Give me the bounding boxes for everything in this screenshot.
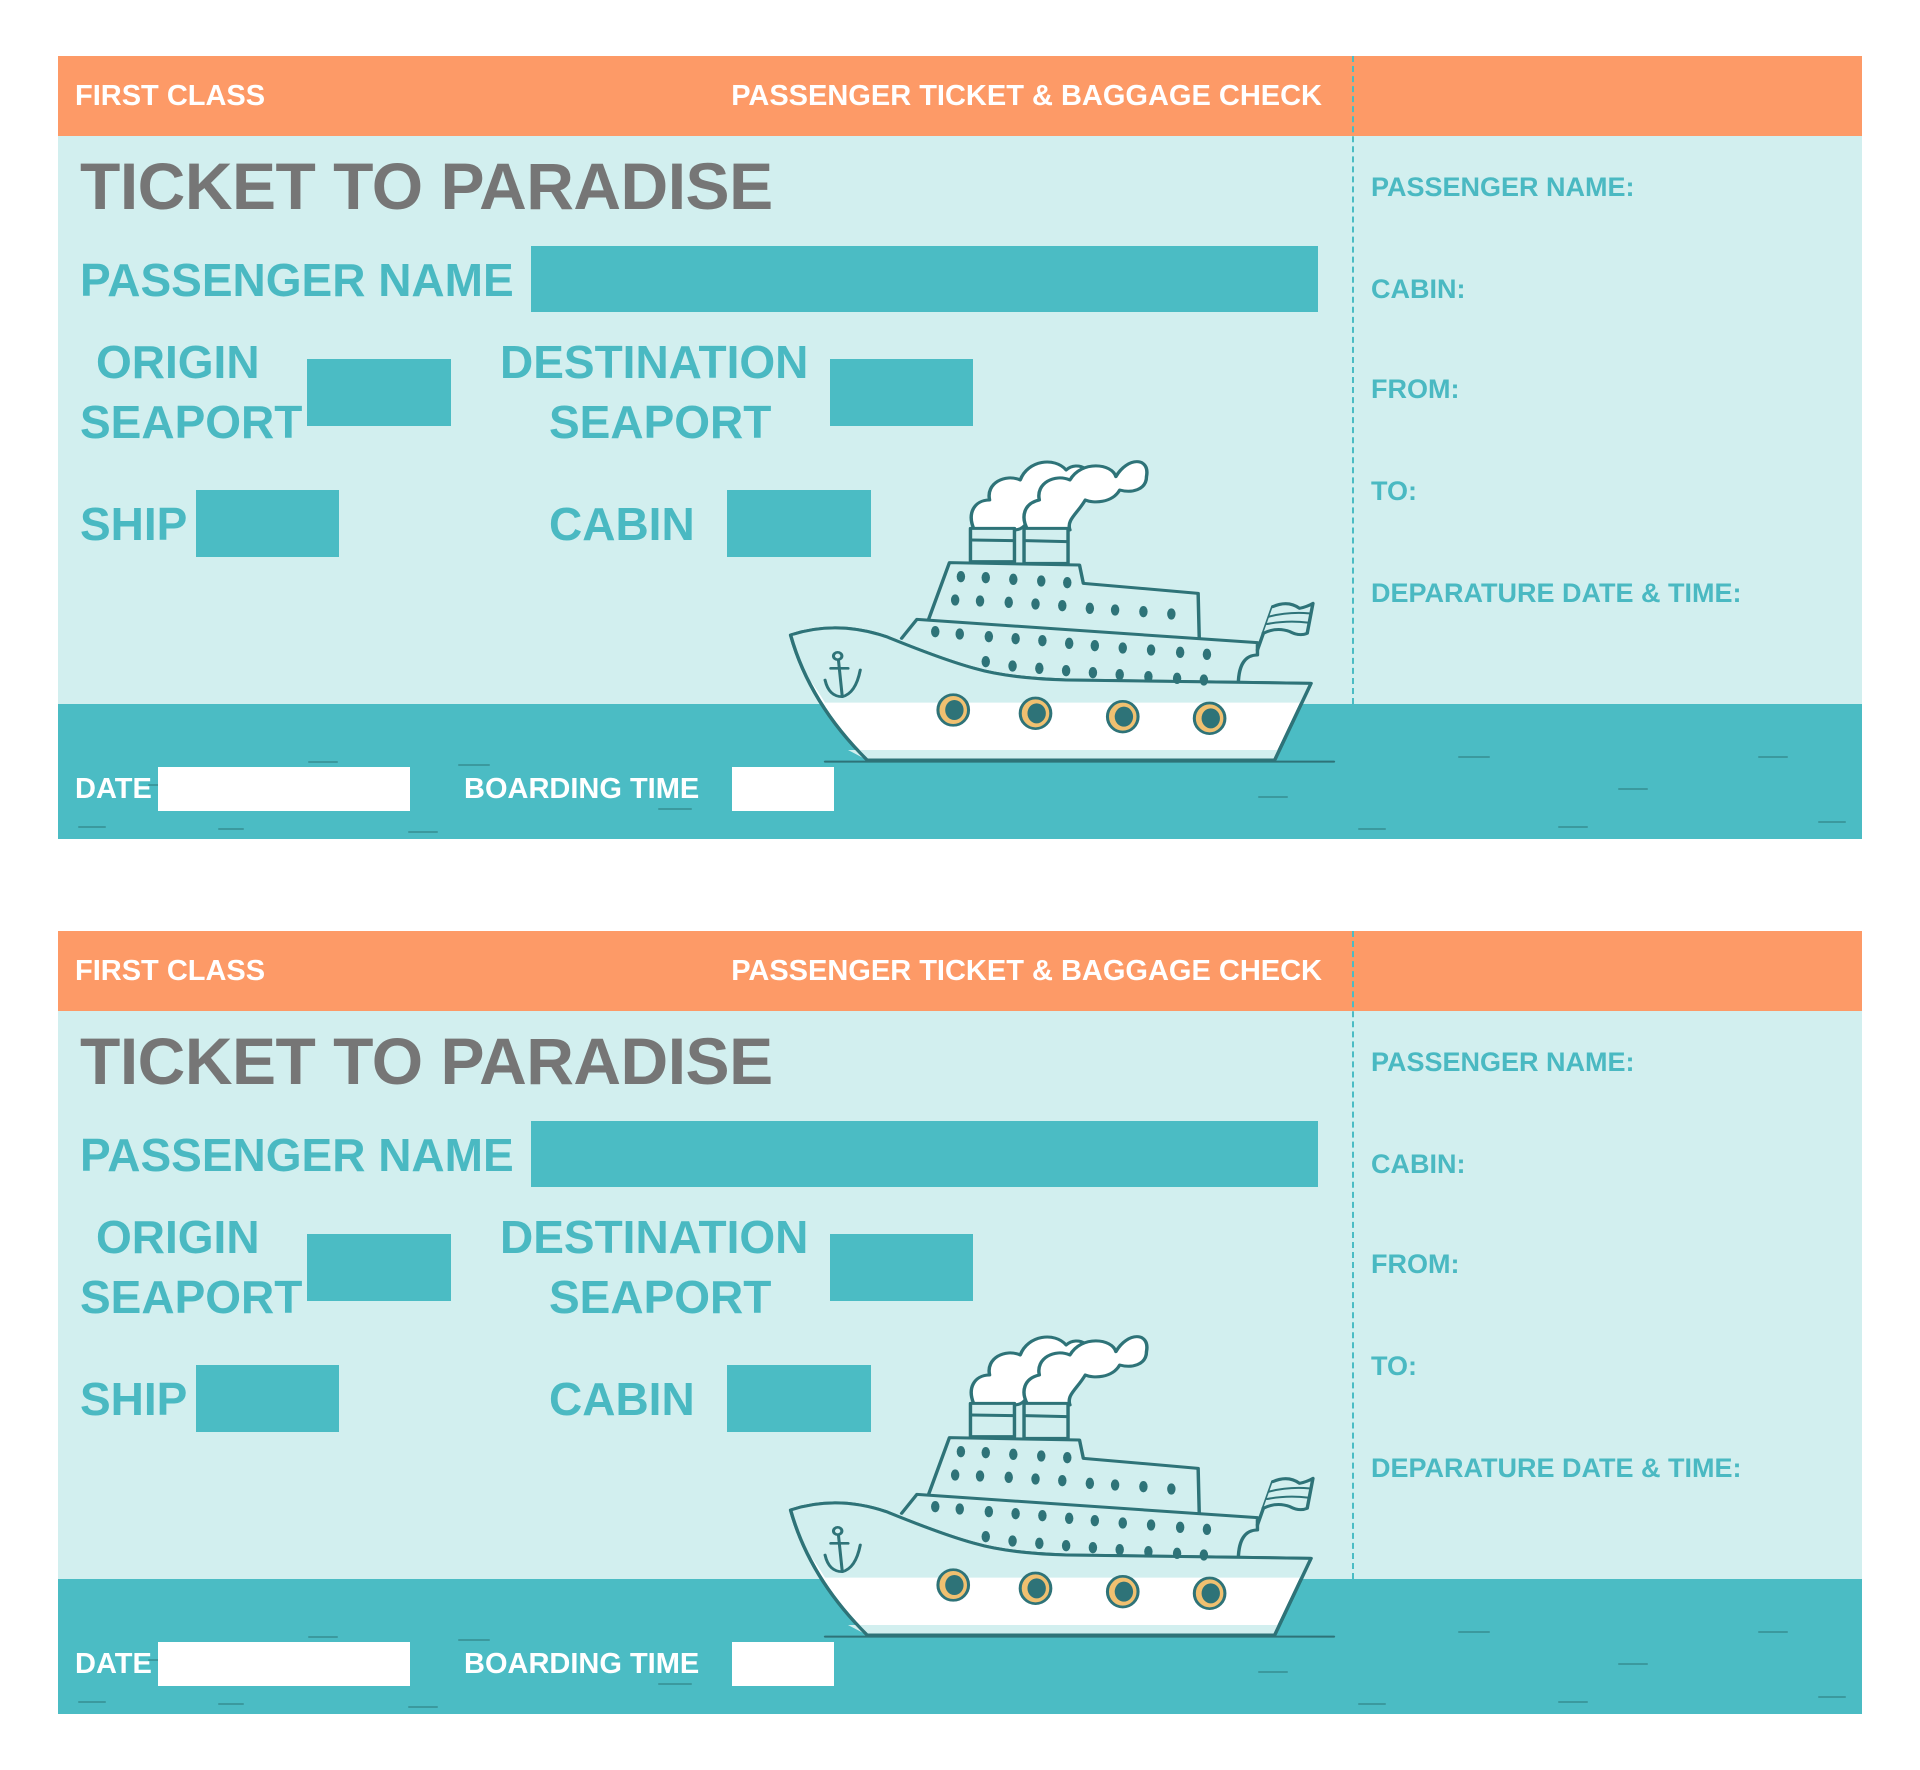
boarding-time-field[interactable] bbox=[732, 767, 834, 811]
class-label: FIRST CLASS bbox=[75, 955, 266, 987]
passenger-name-label: PASSENGER NAME bbox=[80, 1129, 514, 1181]
boarding-time-label: BOARDING TIME bbox=[464, 1648, 700, 1680]
class-label: FIRST CLASS bbox=[75, 80, 266, 112]
perforation-divider bbox=[1352, 56, 1354, 704]
destination-seaport-label: SEAPORT bbox=[549, 1271, 772, 1323]
cruise-ship-icon bbox=[788, 1335, 1336, 1638]
origin-seaport-label: SEAPORT bbox=[80, 396, 303, 448]
destination-seaport-field[interactable] bbox=[830, 1234, 973, 1301]
origin-label: ORIGIN bbox=[96, 1211, 260, 1263]
date-field[interactable] bbox=[158, 1642, 410, 1686]
ticket-title: TICKET TO PARADISE bbox=[80, 1024, 773, 1098]
cabin-label: CABIN bbox=[549, 1373, 695, 1425]
ticket-header: FIRST CLASS PASSENGER TICKET & BAGGAGE C… bbox=[58, 931, 1862, 1011]
ticket-title: TICKET TO PARADISE bbox=[80, 149, 773, 223]
date-label: DATE bbox=[75, 1648, 152, 1680]
origin-seaport-label: SEAPORT bbox=[80, 1271, 303, 1323]
stub-to-label: TO: bbox=[1371, 476, 1417, 506]
ticket-2: FIRST CLASS PASSENGER TICKET & BAGGAGE C… bbox=[58, 931, 1862, 1714]
stub-from-label: FROM: bbox=[1371, 1249, 1460, 1279]
perforation-divider bbox=[1352, 931, 1354, 1579]
stub-departure-label: DEPARATURE DATE & TIME: bbox=[1371, 1453, 1742, 1483]
passenger-name-label: PASSENGER NAME bbox=[80, 254, 514, 306]
destination-label: DESTINATION bbox=[500, 336, 809, 388]
ticket-header: FIRST CLASS PASSENGER TICKET & BAGGAGE C… bbox=[58, 56, 1862, 136]
origin-seaport-field[interactable] bbox=[307, 359, 451, 426]
ship-field[interactable] bbox=[196, 490, 339, 557]
date-field[interactable] bbox=[158, 767, 410, 811]
stub-cabin-label: CABIN: bbox=[1371, 274, 1466, 304]
cabin-field[interactable] bbox=[727, 490, 871, 557]
stub-passenger-name-label: PASSENGER NAME: bbox=[1371, 172, 1635, 202]
destination-label: DESTINATION bbox=[500, 1211, 809, 1263]
stub-departure-label: DEPARATURE DATE & TIME: bbox=[1371, 578, 1742, 608]
ship-label: SHIP bbox=[80, 1373, 188, 1425]
date-label: DATE bbox=[75, 773, 152, 805]
cruise-ship-icon bbox=[788, 460, 1336, 763]
origin-label: ORIGIN bbox=[96, 336, 260, 388]
passenger-name-field[interactable] bbox=[531, 1121, 1318, 1187]
ticket-type-label: PASSENGER TICKET & BAGGAGE CHECK bbox=[731, 80, 1322, 112]
cabin-label: CABIN bbox=[549, 498, 695, 550]
stub-cabin-label: CABIN: bbox=[1371, 1149, 1466, 1179]
ship-field[interactable] bbox=[196, 1365, 339, 1432]
origin-seaport-field[interactable] bbox=[307, 1234, 451, 1301]
ship-label: SHIP bbox=[80, 498, 188, 550]
ticket-type-label: PASSENGER TICKET & BAGGAGE CHECK bbox=[731, 955, 1322, 987]
cabin-field[interactable] bbox=[727, 1365, 871, 1432]
stub-from-label: FROM: bbox=[1371, 374, 1460, 404]
boarding-time-label: BOARDING TIME bbox=[464, 773, 700, 805]
passenger-name-field[interactable] bbox=[531, 246, 1318, 312]
stub-passenger-name-label: PASSENGER NAME: bbox=[1371, 1047, 1635, 1077]
destination-seaport-label: SEAPORT bbox=[549, 396, 772, 448]
stub-to-label: TO: bbox=[1371, 1351, 1417, 1381]
boarding-time-field[interactable] bbox=[732, 1642, 834, 1686]
ticket-1: FIRST CLASS PASSENGER TICKET & BAGGAGE C… bbox=[58, 56, 1862, 839]
destination-seaport-field[interactable] bbox=[830, 359, 973, 426]
